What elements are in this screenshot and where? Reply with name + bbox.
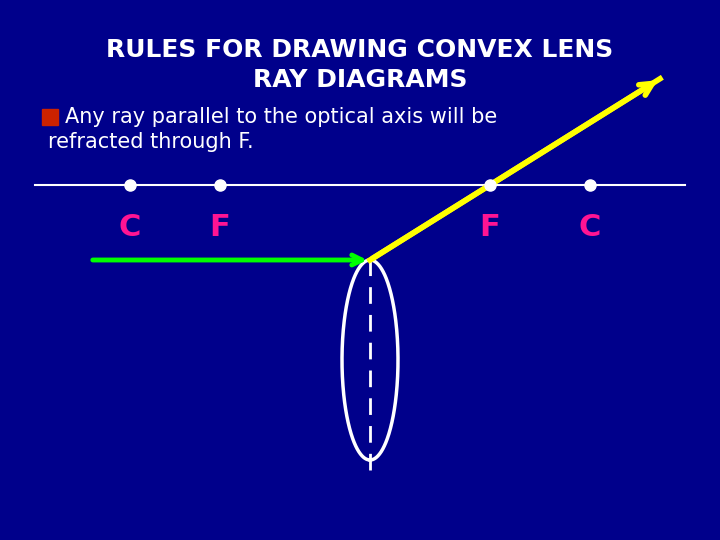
Text: RAY DIAGRAMS: RAY DIAGRAMS: [253, 68, 467, 92]
Text: F: F: [480, 213, 500, 241]
Text: C: C: [579, 213, 601, 241]
Text: RULES FOR DRAWING CONVEX LENS: RULES FOR DRAWING CONVEX LENS: [107, 38, 613, 62]
Text: C: C: [119, 213, 141, 241]
Text: refracted through F.: refracted through F.: [48, 132, 253, 152]
Bar: [42, 109, 58, 125]
Text: F: F: [210, 213, 230, 241]
Text: Any ray parallel to the optical axis will be: Any ray parallel to the optical axis wil…: [65, 107, 498, 127]
